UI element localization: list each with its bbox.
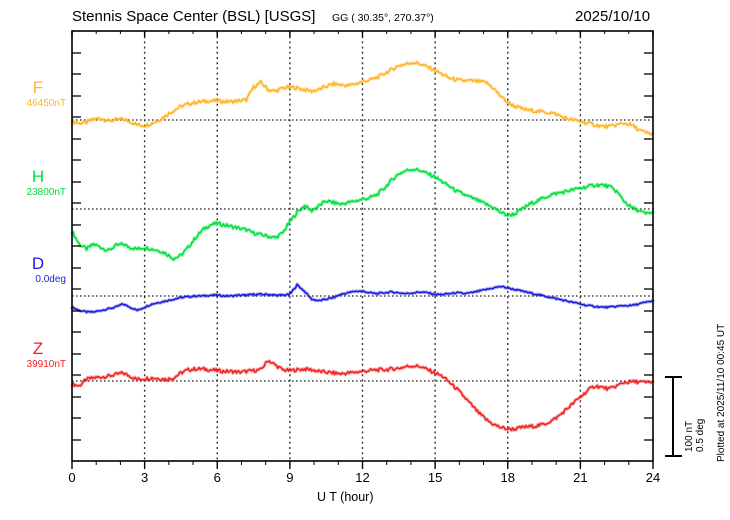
x-axis-title: U T (hour)	[317, 490, 374, 504]
x-tick-label: 0	[68, 470, 76, 485]
grid-layer	[143, 31, 582, 461]
x-tick-label: 18	[500, 470, 515, 485]
x-tick-label: 24	[645, 470, 661, 485]
x-tick-label: 9	[286, 470, 294, 485]
page-title: Stennis Space Center (BSL) [USGS]	[72, 8, 316, 25]
component-baseline-h: 23800nT	[26, 187, 66, 198]
trace-layer	[70, 60, 655, 433]
scale-bar-label: 100 nT 0.5 deg	[684, 419, 706, 452]
axis-ticks	[71, 31, 654, 469]
component-letter-h: H	[31, 167, 45, 186]
x-tick-label: 12	[355, 470, 370, 485]
scale-bar-cap-bottom	[665, 455, 682, 457]
component-letter-d: D	[31, 254, 45, 273]
x-tick-label: 3	[141, 470, 149, 485]
x-tick-label: 21	[573, 470, 588, 485]
x-tick-label: 15	[427, 470, 443, 485]
scale-bar-cap-top	[665, 376, 682, 378]
component-letter-f: F	[32, 78, 44, 97]
x-tick-label: 6	[213, 470, 221, 485]
component-baseline-d: 0.0deg	[35, 274, 66, 285]
plotted-timestamp: Plotted at 2025/11/10 00:45 UT	[716, 323, 727, 462]
scale-bar-nt: 100 nT	[684, 420, 695, 452]
scale-bar-vertical	[672, 376, 674, 456]
component-baseline-z: 39910nT	[26, 359, 66, 370]
scale-bar-deg: 0.5 deg	[695, 418, 706, 452]
component-letter-z: Z	[32, 339, 44, 358]
geographic-coordinates: GG ( 30.35°, 270.37°)	[332, 12, 434, 24]
baseline-layer	[72, 119, 653, 382]
observation-date: 2025/10/10	[575, 8, 651, 25]
component-baseline-f: 46450nT	[26, 98, 66, 109]
